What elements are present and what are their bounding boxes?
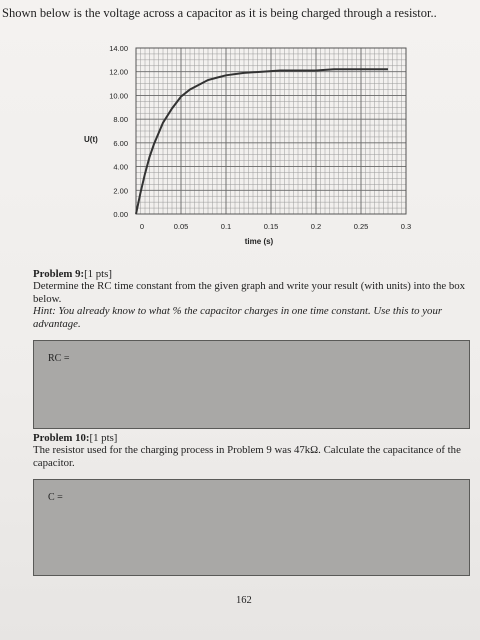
problem-10-title: Problem 10: — [33, 432, 90, 444]
y-tick-label: 12.00 — [109, 68, 128, 77]
problem-9-title: Problem 9: — [33, 268, 85, 280]
problem-9-hint: Hint: You already know to what % the cap… — [33, 305, 443, 330]
voltage-curve — [135, 68, 388, 215]
x-tick-label: 0.3 — [401, 222, 411, 231]
voltage-chart: 0.00 2.00 4.00 6.00 8.00 10.00 12.00 14.00 0 0.05… — [84, 44, 411, 246]
page-number: 162 — [236, 595, 252, 606]
y-tick-label: 14.00 — [109, 44, 128, 53]
rc-label: RC = — [48, 353, 70, 364]
problem-9: Problem 9:[1 pts] Determine the RC time … — [33, 268, 473, 330]
problem-10: Problem 10:[1 pts] The resistor used for… — [33, 432, 473, 469]
x-tick-label: 0.15 — [264, 222, 279, 231]
x-tick-label: 0.1 — [221, 222, 231, 231]
y-tick-label: 10.00 — [109, 91, 128, 100]
problem-9-points: [1 pts] — [84, 268, 112, 280]
chart-grid — [135, 47, 407, 215]
y-axis-label: U(t) — [84, 135, 98, 144]
x-axis-label: time (s) — [245, 237, 274, 246]
x-tick-label: 0.2 — [311, 222, 321, 231]
x-tick-label: 0.25 — [354, 222, 369, 231]
x-tick-label: 0.05 — [174, 222, 189, 231]
problem-10-text: The resistor used for the charging proce… — [33, 444, 461, 469]
problem-9-text: Determine the RC time constant from the … — [33, 280, 466, 305]
y-tick-label: 6.00 — [113, 139, 128, 148]
y-tick-label: 8.00 — [113, 115, 128, 124]
intro-text: Shown below is the voltage across a capa… — [2, 6, 437, 20]
c-label: C = — [48, 492, 63, 503]
plot-frame — [135, 47, 407, 215]
x-tick-label: 0 — [140, 222, 144, 231]
capacitance-answer-box[interactable]: C = — [33, 479, 470, 576]
problem-10-points: [1 pts] — [89, 432, 118, 444]
chart-ticks: 0.00 2.00 4.00 6.00 8.00 10.00 12.00 14.00 0 0.05… — [109, 44, 411, 231]
rc-answer-box[interactable]: RC = — [33, 340, 470, 429]
y-tick-label: 4.00 — [113, 163, 128, 172]
y-tick-label: 2.00 — [113, 186, 128, 195]
y-tick-label: 0.00 — [113, 210, 128, 219]
